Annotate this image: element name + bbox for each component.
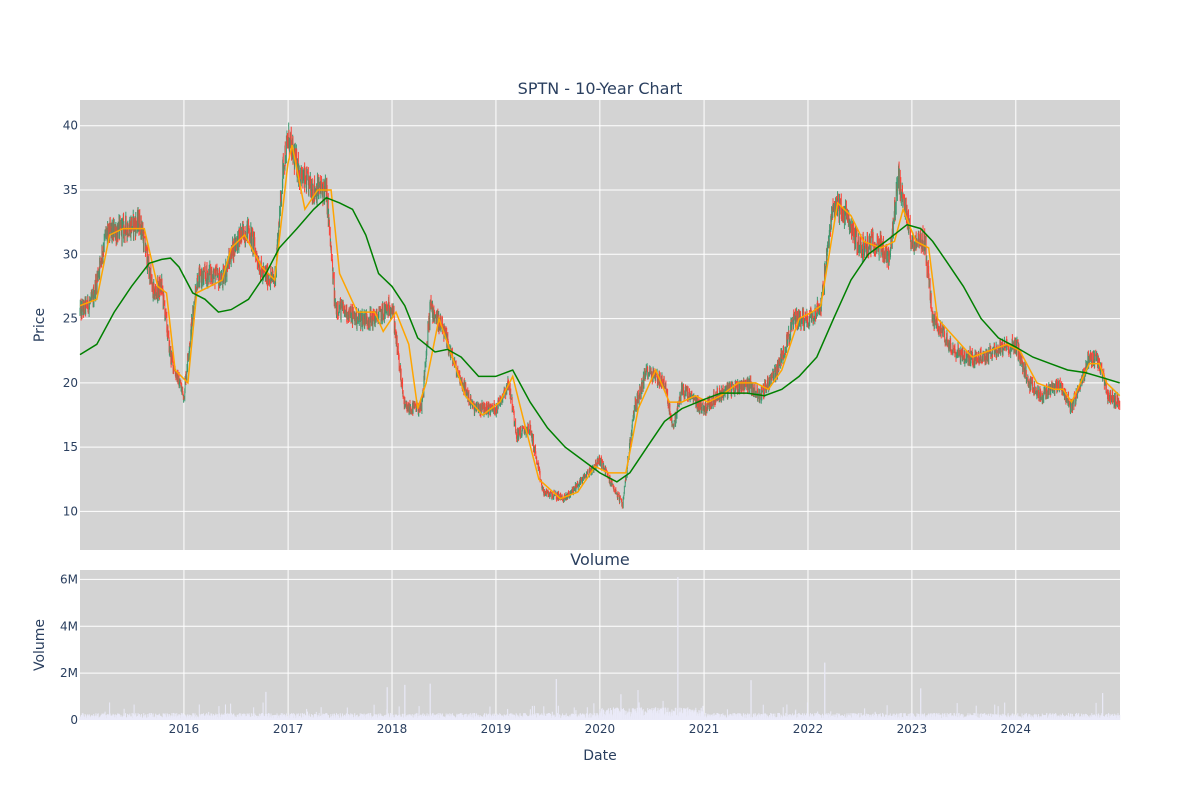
price-y-tick-labels: 10 15 20 25 30 35 40 bbox=[63, 119, 78, 519]
volume-chart-title: Volume bbox=[570, 550, 630, 569]
price-tick-40: 40 bbox=[63, 119, 78, 133]
price-chart-title: SPTN - 10-Year Chart bbox=[518, 79, 683, 98]
price-axis-title: Price bbox=[32, 308, 48, 342]
price-tick-25: 25 bbox=[63, 312, 78, 326]
price-tick-15: 15 bbox=[63, 440, 78, 454]
price-tick-30: 30 bbox=[63, 247, 78, 261]
price-tick-20: 20 bbox=[63, 376, 78, 390]
price-tick-35: 35 bbox=[63, 183, 78, 197]
price-tick-10: 10 bbox=[63, 504, 78, 518]
